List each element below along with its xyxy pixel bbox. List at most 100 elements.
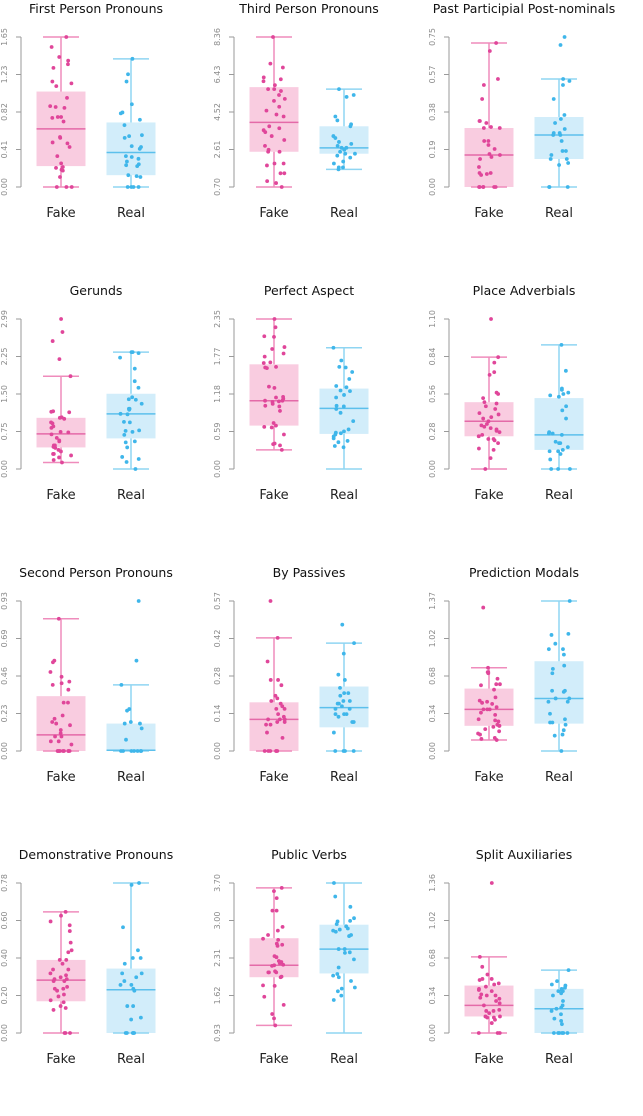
real-data-point — [136, 156, 141, 161]
fake-data-point — [485, 1015, 490, 1020]
fake-data-point — [481, 605, 486, 610]
real-data-point — [346, 691, 351, 696]
real-data-point — [139, 749, 144, 753]
fake-data-point — [265, 179, 270, 184]
real-data-point — [566, 390, 571, 395]
real-data-point — [550, 666, 555, 671]
real-data-point — [125, 412, 130, 417]
real-data-point — [566, 631, 571, 636]
fake-data-point — [277, 126, 282, 131]
fake-data-point — [282, 171, 287, 176]
fake-data-point — [63, 1031, 68, 1035]
real-data-point — [546, 431, 551, 436]
real-data-point — [567, 599, 572, 603]
fake-data-point — [274, 970, 279, 975]
fake-data-point — [58, 1004, 63, 1008]
y-tick-label: 1.62 — [213, 987, 222, 1005]
fake-data-point — [491, 448, 496, 452]
fake-data-point — [268, 722, 273, 727]
real-data-point — [124, 79, 129, 84]
real-data-point — [334, 403, 339, 408]
boxplot-svg: Prediction Modals 0.00 0.34 0.68 1.02 1.37 Fak… — [428, 565, 584, 785]
fake-data-point — [482, 139, 487, 143]
real-data-point — [337, 364, 342, 369]
fake-data-point — [59, 674, 64, 679]
real-data-point — [129, 749, 134, 753]
fake-iqr-box — [36, 696, 86, 751]
y-tick-label: 0.14 — [213, 705, 222, 723]
real-data-point — [561, 652, 566, 657]
fake-data-point — [58, 728, 63, 732]
fake-data-point — [278, 975, 283, 980]
real-data-point — [563, 985, 567, 990]
x-category-label-real: Real — [117, 488, 145, 503]
fake-data-point — [262, 424, 267, 429]
real-data-point — [333, 749, 338, 753]
fake-data-point — [497, 1007, 502, 1012]
fake-iqr-box — [464, 402, 514, 437]
y-tick-label: 3.00 — [213, 912, 222, 930]
fake-data-point — [52, 716, 57, 721]
fake-data-point — [49, 45, 54, 49]
fake-data-point — [276, 712, 281, 717]
real-data-point — [130, 56, 135, 61]
fake-data-point — [497, 1001, 502, 1006]
real-data-point — [338, 685, 342, 690]
real-data-point — [556, 989, 561, 993]
fake-data-point — [267, 124, 272, 129]
fake-data-point — [58, 429, 63, 434]
boxplot-svg: Perfect Aspect 0.00 0.59 1.18 1.77 2.35 Fake Re… — [213, 283, 369, 503]
real-data-point — [336, 714, 341, 719]
fake-data-point — [480, 433, 485, 437]
real-data-point — [336, 965, 341, 970]
fake-data-point — [60, 961, 65, 966]
real-data-point — [351, 419, 356, 424]
y-tick-label: 3.70 — [213, 874, 222, 892]
real-data-point — [128, 720, 133, 724]
real-data-point — [138, 721, 142, 726]
y-tick-label: 0.68 — [428, 667, 437, 685]
fake-data-point — [278, 77, 283, 82]
y-tick-label: 0.78 — [0, 874, 9, 892]
fake-data-point — [279, 885, 284, 890]
fake-data-point — [494, 401, 499, 406]
fake-data-point — [489, 317, 493, 321]
fake-data-point — [481, 83, 486, 87]
real-data-point — [125, 708, 129, 713]
real-data-point — [124, 163, 129, 168]
fake-data-point — [59, 734, 64, 739]
x-category-label-fake: Fake — [474, 488, 503, 503]
real-data-point — [126, 397, 131, 402]
y-tick-label: 0.40 — [0, 949, 9, 967]
real-data-point — [133, 467, 138, 471]
fake-data-point — [66, 950, 71, 955]
fake-data-point — [50, 79, 55, 84]
fake-data-point — [490, 702, 495, 706]
fake-data-point — [488, 171, 493, 175]
y-tick-label: 0.00 — [0, 1024, 9, 1042]
real-data-point — [563, 722, 568, 727]
real-data-point — [335, 972, 340, 976]
real-data-point — [561, 83, 565, 87]
real-data-point — [557, 163, 561, 167]
fake-data-point — [477, 954, 482, 959]
boxplot-panel: Place Adverbials 0.00 0.28 0.56 0.84 1.10 Fake… — [428, 282, 642, 552]
fake-data-point — [278, 409, 282, 413]
fake-data-point — [58, 175, 62, 179]
fake-data-point — [282, 720, 287, 724]
real-data-point — [553, 439, 558, 444]
real-data-point — [331, 998, 336, 1002]
fake-data-point — [494, 41, 499, 45]
real-data-point — [118, 983, 123, 987]
real-data-point — [341, 651, 346, 656]
fake-data-point — [483, 404, 488, 409]
real-data-point — [124, 737, 128, 742]
real-data-point — [333, 114, 338, 119]
fake-data-point — [488, 426, 493, 430]
real-data-point — [559, 343, 564, 347]
y-tick-label: 2.35 — [213, 310, 222, 328]
fake-data-point — [61, 700, 66, 705]
real-data-point — [552, 1016, 557, 1021]
fake-data-point — [264, 722, 268, 727]
real-data-point — [137, 881, 141, 885]
